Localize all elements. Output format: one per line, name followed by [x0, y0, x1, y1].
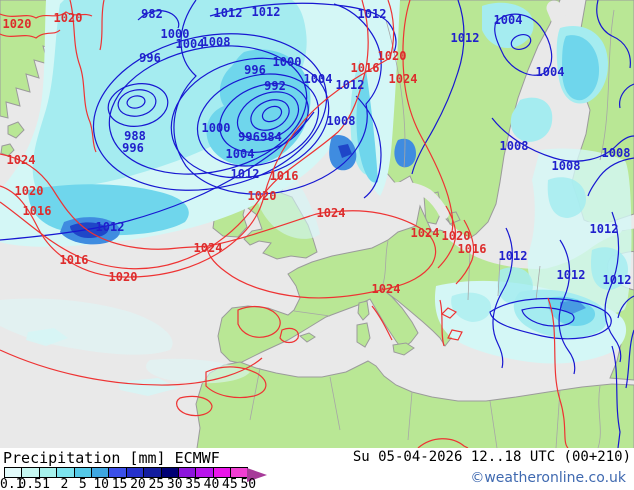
legend-title: Precipitation [mm] ECMWF: [3, 449, 220, 467]
scale-value: 0.1: [0, 477, 24, 490]
pressure-label: 1004: [494, 13, 523, 27]
map-canvas: 982 1012 1012 1012 1000 1004 1008 996 988 996 1000…: [0, 0, 634, 448]
forecast-timestamp: Su 05-04-2026 12..18 UTC (00+210): [352, 449, 631, 465]
scale-value: 20: [130, 477, 146, 490]
pressure-label: 982: [141, 7, 163, 21]
pressure-label: 988: [124, 129, 146, 143]
pressure-label: 1012: [499, 249, 528, 263]
pressure-label: 1004: [304, 72, 333, 86]
pressure-label: 1020: [15, 184, 44, 198]
pressure-label: 1012: [557, 268, 586, 282]
scale-value: 0.5: [18, 477, 42, 490]
balearics: [299, 332, 316, 343]
pressure-label: 1020: [109, 270, 138, 284]
pressure-label: 1020: [378, 49, 407, 63]
scale-value: 30: [166, 477, 183, 490]
pressure-label: 1016: [351, 61, 380, 75]
pressure-label: 996: [244, 63, 266, 77]
pressure-label: 1012: [358, 7, 387, 21]
pressure-label: 992: [264, 79, 286, 93]
pressure-label: 1000: [202, 121, 231, 135]
scale-value: 45: [222, 477, 238, 490]
pressure-label: 1012: [214, 6, 243, 20]
pressure-label: 1020: [54, 11, 83, 25]
pressure-label: 1020: [3, 17, 32, 31]
scale-value: 50: [240, 477, 257, 490]
corsica: [357, 300, 370, 321]
precipitation-scale-values: 0.1 0.5 1 2 5 10 15 20 25 30 35 40 45 50: [0, 477, 257, 490]
pressure-label: 984: [260, 130, 282, 144]
pressure-label: 1020: [248, 189, 277, 203]
pressure-label: 1024: [411, 226, 440, 240]
island: [0, 143, 15, 157]
pressure-label: 1008: [202, 35, 231, 49]
pressure-label-layer: 982 1012 1012 10121000100410089969889961000…: [3, 5, 632, 296]
pressure-label: 1008: [552, 159, 581, 173]
pressure-label: 1016: [270, 169, 299, 183]
pressure-label: 1016: [458, 242, 487, 256]
pressure-label: 1024: [372, 282, 401, 296]
pressure-label: 1024: [7, 153, 36, 167]
pressure-label: 1012: [96, 220, 125, 234]
isobar-low-layer: [0, 0, 634, 448]
scale-value: 15: [111, 477, 128, 490]
pressure-label: 1000: [161, 27, 190, 41]
scale-value: 10: [93, 477, 109, 490]
legend-bar: Precipitation [mm] ECMWF Su 05-04-2026 1…: [0, 448, 634, 490]
pressure-label: 1004: [226, 147, 255, 161]
pressure-label: 1012: [451, 31, 480, 45]
pressure-label: 1012: [603, 273, 632, 287]
pressure-label: 1016: [23, 204, 52, 218]
pressure-label: 1004: [176, 37, 205, 51]
pressure-label: 1008: [602, 146, 631, 160]
copyright-link[interactable]: ©weatheronline.co.uk: [470, 470, 626, 486]
pressure-label: 996: [238, 130, 260, 144]
pressure-label: 1012: [231, 167, 260, 181]
isobar-high-layer: [0, 0, 569, 448]
precipitation-map: 982 1012 1012 10121000100410089969889961000…: [0, 0, 634, 448]
sardinia: [356, 322, 371, 348]
border-layer: [249, 9, 615, 448]
precipitation-scale: [4, 467, 268, 482]
pressure-label: 996: [122, 141, 144, 155]
pressure-label: 1024: [317, 206, 346, 220]
scale-value: 1: [42, 477, 50, 490]
pressure-label: 1024: [389, 72, 418, 86]
sicily: [392, 342, 415, 356]
pressure-label: 1020: [442, 229, 471, 243]
pressure-label: 1000: [273, 55, 302, 69]
skagerrak: [387, 181, 449, 219]
scale-value: 25: [148, 477, 165, 490]
scale-value: 35: [185, 477, 201, 490]
pressure-label: 1008: [500, 139, 529, 153]
pressure-label: 996: [139, 51, 161, 65]
scale-value: 5: [78, 477, 87, 490]
pressure-label: 1012: [336, 78, 365, 92]
scale-value: 40: [203, 477, 220, 490]
pressure-label: 1008: [327, 114, 356, 128]
scale-value: 2: [60, 477, 69, 490]
pressure-label: 1016: [60, 253, 89, 267]
scale-arrow: [247, 468, 268, 482]
pressure-label: 1024: [194, 241, 223, 255]
pressure-label: 1012: [252, 5, 281, 19]
pressure-label: 1004: [536, 65, 565, 79]
island: [7, 121, 25, 139]
pressure-label: 1012: [590, 222, 619, 236]
